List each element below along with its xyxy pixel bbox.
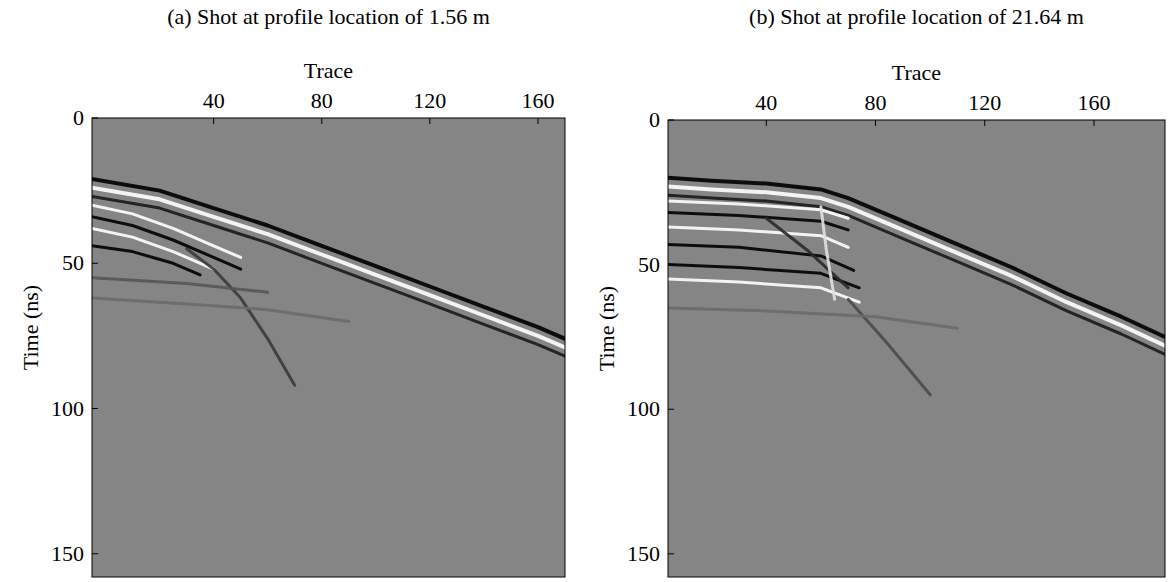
y-tick [668, 553, 674, 554]
x-tick-label: 160 [1078, 90, 1111, 115]
event-line [92, 246, 200, 275]
x-tick [213, 118, 214, 124]
x-tick [766, 120, 767, 126]
panel-title: (a) Shot at profile location of 1.56 m [167, 4, 490, 29]
y-tick-label: 100 [627, 396, 660, 421]
y-tick-label: 50 [62, 250, 84, 275]
x-tick-label: 80 [311, 88, 333, 113]
y-tick [92, 118, 98, 119]
y-axis-title: Time (ns) [594, 286, 619, 371]
x-tick [537, 118, 538, 124]
y-tick [668, 120, 674, 121]
event-line [668, 308, 958, 328]
x-axis-title: Trace [304, 58, 353, 83]
y-tick-label: 100 [51, 396, 84, 421]
y-tick-label: 0 [73, 105, 84, 130]
panel: 40 80 120 160 0 50 100 150 Trace Time (ns) (a) Sho… [18, 4, 565, 577]
x-tick-label: 80 [865, 90, 887, 115]
x-tick [984, 120, 985, 126]
y-tick [92, 263, 98, 264]
event-line [668, 195, 1165, 354]
x-axis-title: Trace [892, 60, 941, 85]
y-tick [92, 553, 98, 554]
y-tick-label: 150 [627, 541, 660, 566]
plot-frame [92, 118, 565, 577]
x-tick [1094, 120, 1095, 126]
y-tick-label: 0 [649, 107, 660, 132]
plot-frame [668, 120, 1165, 577]
events [668, 178, 1165, 395]
event-line [92, 278, 268, 293]
y-tick [668, 264, 674, 265]
event-line [92, 188, 565, 348]
y-tick-label: 150 [51, 541, 84, 566]
y-tick [668, 409, 674, 410]
y-tick [92, 408, 98, 409]
panel-title: (b) Shot at profile location of 21.64 m [749, 4, 1084, 29]
events [92, 179, 565, 385]
y-axis-title: Time (ns) [18, 285, 43, 370]
event-line [187, 249, 295, 386]
event-line [92, 196, 565, 356]
x-tick-label: 120 [413, 88, 446, 113]
event-line [848, 299, 930, 395]
plot-background [668, 120, 1165, 577]
event-line [821, 207, 835, 299]
x-tick-label: 40 [203, 88, 225, 113]
figure: 40 80 120 160 0 50 100 150 Trace Time (ns) (a) Sho… [0, 0, 1175, 582]
plot-background [92, 118, 565, 577]
x-tick [321, 118, 322, 124]
x-tick-label: 40 [755, 90, 777, 115]
panel: 40 80 120 160 0 50 100 150 Trace Time (ns) (b) Sho… [594, 4, 1165, 577]
x-tick-label: 160 [521, 88, 554, 113]
event-line [766, 218, 848, 287]
y-tick-label: 50 [638, 252, 660, 277]
event-line [92, 298, 349, 321]
x-tick-label: 120 [968, 90, 1001, 115]
x-tick [875, 120, 876, 126]
x-tick [429, 118, 430, 124]
